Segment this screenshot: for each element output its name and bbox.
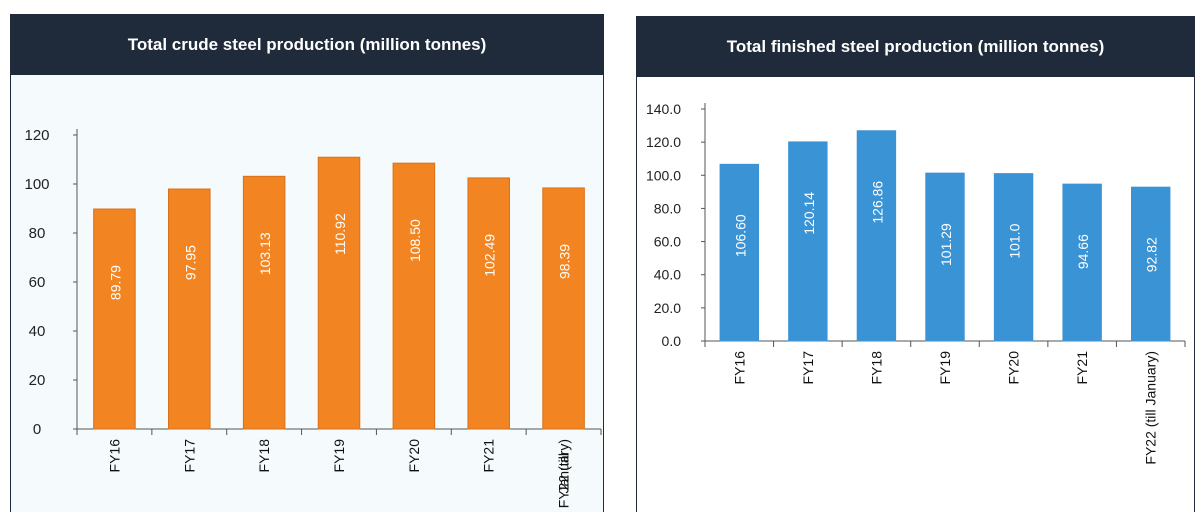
finished-steel-chart-area: 0.0 20.0 40.0 60.0 80.0 100.0 120.0 140.0 106.60… <box>637 77 1194 512</box>
x-category-label: FY19 <box>937 351 953 385</box>
bar <box>317 156 361 430</box>
bar-value-label: 97.95 <box>182 245 198 280</box>
x-category-label: FY21 <box>1074 351 1090 385</box>
bar <box>856 130 897 342</box>
y-tick-label: 60.0 <box>654 234 681 250</box>
x-category-label: FY20 <box>1006 351 1022 385</box>
crude-steel-chart-panel: Total crude steel production (million to… <box>10 14 604 512</box>
y-tick-label: 40 <box>29 323 46 340</box>
y-tick-label: 100.0 <box>646 167 681 183</box>
y-tick-label: 60 <box>29 274 46 291</box>
bar <box>93 208 136 430</box>
x-category-label: FY17 <box>800 351 816 385</box>
y-tick-label: 20.0 <box>654 300 681 316</box>
x-category-label: FY16 <box>731 351 747 385</box>
finished-steel-bar-chart: 0.0 20.0 40.0 60.0 80.0 100.0 120.0 140.0 106.60… <box>646 101 1186 465</box>
y-tick-label: 80 <box>29 225 46 242</box>
bar-value-label: 94.66 <box>1075 234 1091 269</box>
bar <box>719 163 759 342</box>
x-category-label: FY18 <box>868 351 884 385</box>
crude-steel-chart-title: Total crude steel production (million to… <box>11 15 603 75</box>
bar-value-label: 120.14 <box>801 192 817 235</box>
bar-value-label: 92.82 <box>1144 237 1160 272</box>
bar-value-label: 101.0 <box>1007 223 1023 258</box>
y-tick-label: 120.0 <box>646 134 681 150</box>
x-category-label-line: January) <box>556 439 572 493</box>
y-tick-label: 120 <box>24 127 49 144</box>
x-category-label: FY19 <box>331 439 347 473</box>
bar-value-label: 98.39 <box>557 244 573 279</box>
bar <box>1062 183 1102 342</box>
bar <box>1131 186 1171 342</box>
x-category-label: FY16 <box>106 439 122 473</box>
bar <box>788 141 828 342</box>
bar <box>925 172 965 342</box>
bar <box>542 187 585 430</box>
bar-value-label: 108.50 <box>407 219 423 262</box>
y-tick-label: 20 <box>29 372 46 389</box>
x-category-label: FY17 <box>181 439 197 473</box>
bar-value-label: 102.49 <box>482 234 498 277</box>
y-tick-label: 140.0 <box>646 101 681 117</box>
x-category-label: FY22 (till January) <box>1143 351 1159 465</box>
bar <box>993 173 1034 342</box>
bar <box>242 175 286 430</box>
bar-value-label: 126.86 <box>869 181 885 224</box>
x-category-label: FY18 <box>256 439 272 473</box>
bar-value-label: 89.79 <box>107 265 123 300</box>
bar-value-label: 106.60 <box>732 214 748 257</box>
bar <box>168 188 211 430</box>
bar-value-label: 101.29 <box>938 223 954 266</box>
y-tick-label: 0 <box>33 421 41 438</box>
y-tick-label: 80.0 <box>654 200 681 216</box>
x-category-label: FY21 <box>481 439 497 473</box>
y-tick-label: 40.0 <box>654 267 681 283</box>
y-tick-label: 0.0 <box>662 333 682 349</box>
finished-steel-chart-panel: Total finished steel production (million… <box>636 16 1195 512</box>
bar-value-label: 103.13 <box>257 232 273 275</box>
bar-value-label: 110.92 <box>332 213 348 255</box>
y-tick-label: 100 <box>24 176 49 193</box>
x-category-label: FY20 <box>406 439 422 473</box>
bar <box>467 177 510 430</box>
bar <box>392 162 436 430</box>
x-category-label: FY22 (tillJanuary) <box>556 439 572 508</box>
crude-steel-bar-chart: 0 20 40 60 80 100 120 89.79 FY16 97.95 FY17 103.13 F… <box>24 127 602 508</box>
x-category-label-line: FY22 (till <box>556 453 572 508</box>
finished-steel-chart-title: Total finished steel production (million… <box>637 17 1194 77</box>
crude-steel-chart-area: 0 20 40 60 80 100 120 89.79 FY16 97.95 FY17 103.13 F… <box>11 75 603 512</box>
